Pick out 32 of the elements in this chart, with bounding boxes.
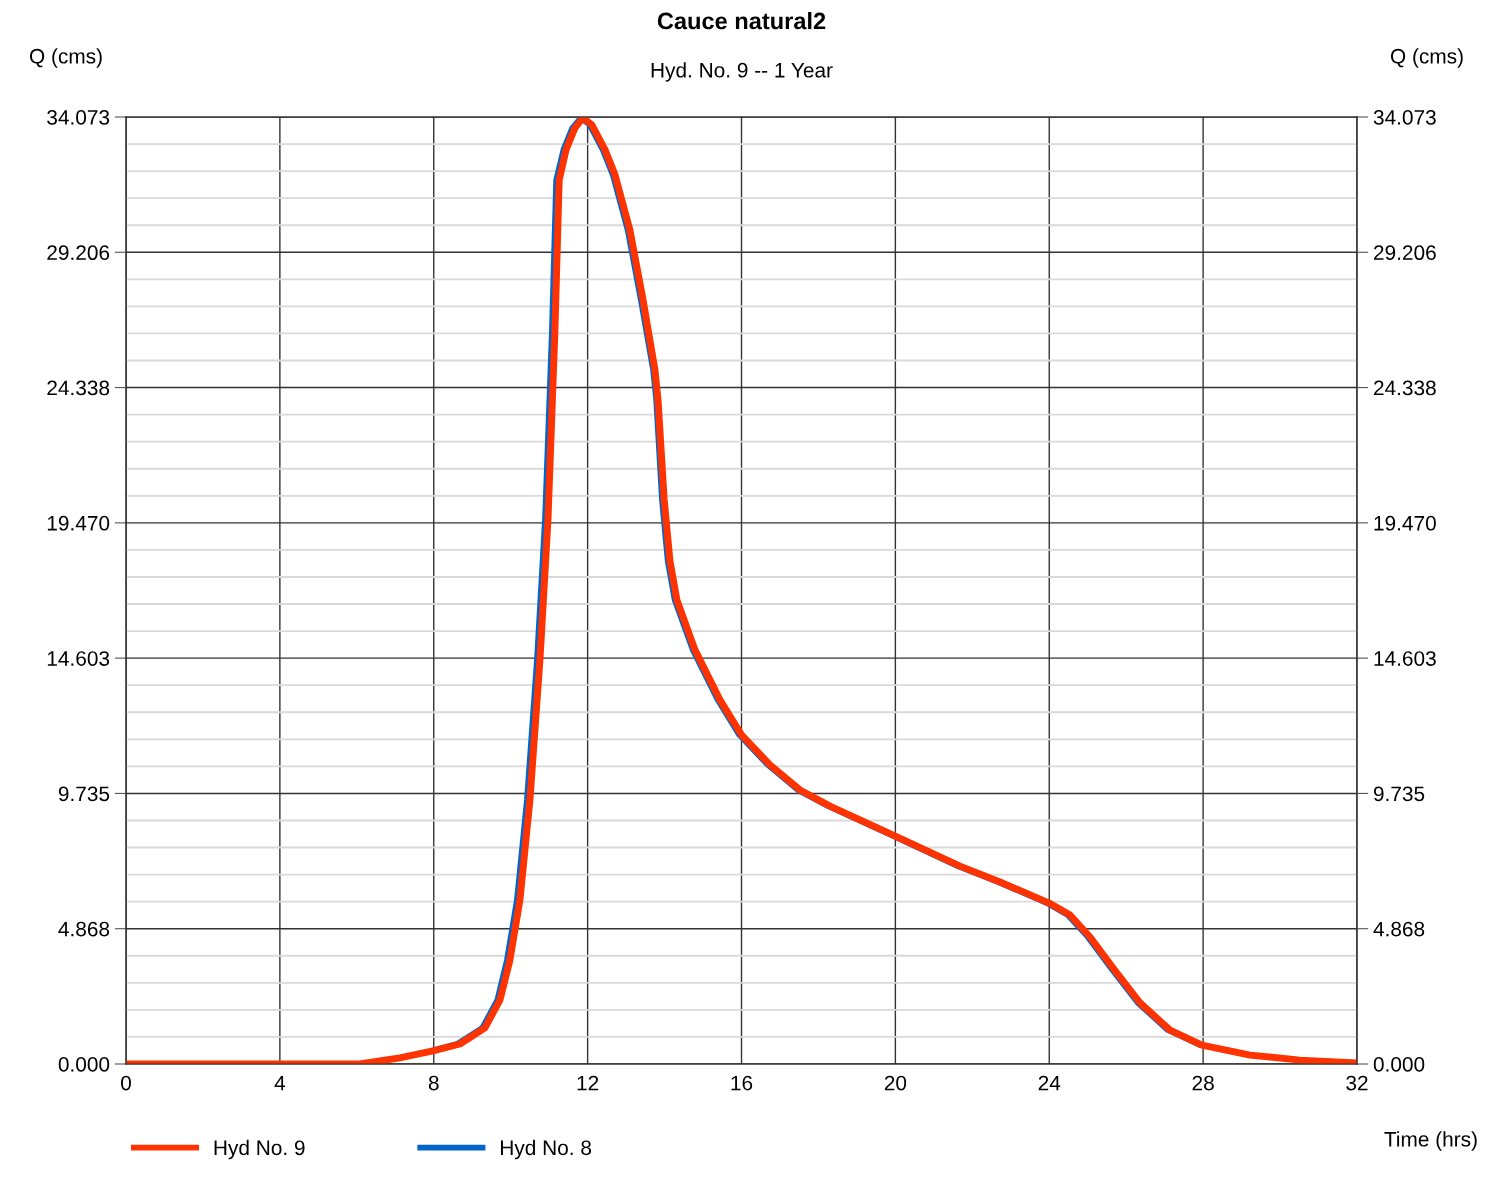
y2-tick-label: 24.338: [1374, 380, 1436, 396]
x-tick-label: 32: [1346, 1075, 1368, 1091]
x-tick-label: 24: [1038, 1075, 1061, 1091]
y2-tick-label: 9.735: [1373, 786, 1425, 802]
y2-tick-label: 0.000: [1373, 1057, 1425, 1072]
y-tick-label: 24.338: [47, 380, 110, 396]
y2-tick-label: 34.073: [1373, 110, 1436, 125]
x-axis-title: Time (hrs): [1384, 1131, 1477, 1151]
y-tick-label: 19.470: [47, 515, 110, 531]
y2-axis-title: Q (cms): [1390, 48, 1463, 68]
y-tick-label: 29.206: [47, 245, 110, 261]
y-tick-label: 34.073: [47, 110, 110, 125]
y-axis-title: Q (cms): [29, 48, 102, 68]
y2-tick-label: 19.470: [1374, 515, 1436, 531]
x-tick-label: 28: [1192, 1075, 1214, 1091]
legend-label: Hyd No. 9: [214, 1139, 305, 1160]
y-tick-label: 9.735: [58, 786, 110, 802]
y-tick-label: 0.000: [58, 1057, 110, 1072]
x-tick-label: 12: [577, 1075, 599, 1091]
x-tick-label: 0: [121, 1075, 131, 1091]
y2-tick-label: 14.603: [1374, 651, 1436, 666]
x-tick-label: 16: [731, 1075, 753, 1091]
x-tick-label: 8: [428, 1075, 439, 1091]
chart-subtitle: Hyd. No. 9 -- 1 Year: [651, 62, 833, 82]
chart-title: Cauce natural2: [657, 12, 826, 30]
y-tick-label: 4.868: [58, 921, 110, 937]
y2-tick-label: 29.206: [1374, 245, 1436, 261]
x-tick-label: 20: [884, 1075, 907, 1091]
x-tick-label: 4: [274, 1075, 286, 1091]
y2-tick-label: 4.868: [1373, 921, 1425, 937]
y-tick-label: 14.603: [47, 651, 110, 666]
legend-label: Hyd No. 8: [501, 1139, 592, 1160]
